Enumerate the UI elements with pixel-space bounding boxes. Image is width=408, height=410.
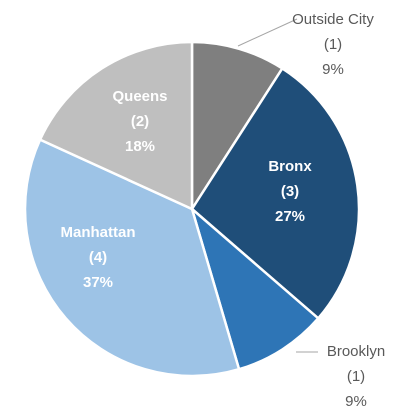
pie-slice (189, 205, 320, 371)
slice-count: (2) (131, 113, 149, 130)
pie-slice (190, 66, 361, 321)
slice-percent: 37% (83, 274, 113, 291)
slice-label: Manhattan (61, 224, 136, 241)
slice-percent: 9% (322, 61, 344, 78)
slice-count: (1) (324, 36, 342, 53)
slice-percent: 9% (345, 393, 367, 410)
leader-line (237, 18, 298, 47)
pie-slice (23, 137, 241, 378)
slice-percent: 27% (275, 208, 305, 225)
slice-label: Bronx (268, 158, 312, 175)
slice-count: (4) (89, 249, 107, 266)
pie-slice (190, 40, 285, 214)
slice-count: (1) (347, 368, 365, 385)
slice-percent: 18% (125, 138, 155, 155)
slice-label: Outside City (292, 11, 374, 28)
slice-label: Queens (112, 88, 167, 105)
pie-slice (38, 40, 194, 211)
slice-label: Brooklyn (327, 343, 385, 360)
slice-count: (3) (281, 183, 299, 200)
